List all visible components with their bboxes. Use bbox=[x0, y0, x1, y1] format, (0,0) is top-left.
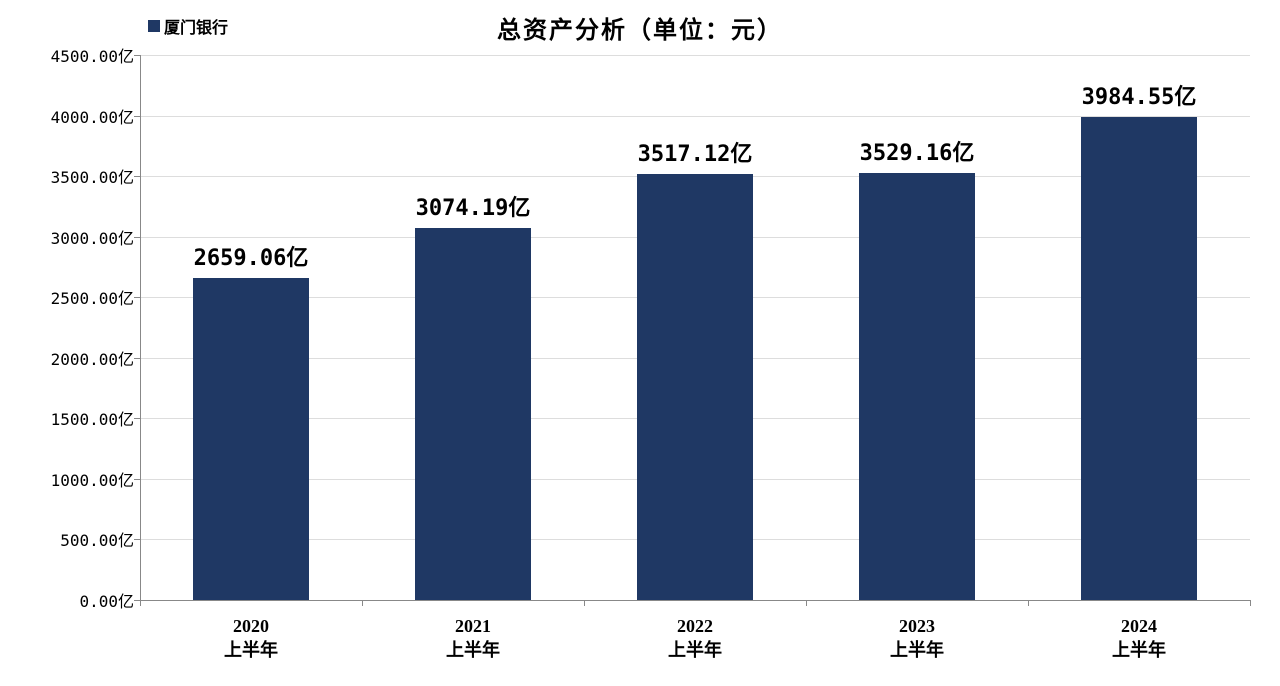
x-category-label: 2022 上半年 bbox=[668, 600, 722, 663]
bar bbox=[859, 173, 974, 600]
x-category-label: 2023 上半年 bbox=[890, 600, 944, 663]
bar-value-label: 3984.55亿 bbox=[1082, 79, 1197, 117]
x-tick-mark bbox=[1250, 600, 1251, 606]
gridline bbox=[140, 55, 1250, 56]
y-tick-label: 4500.00亿 bbox=[51, 43, 140, 67]
y-axis-line bbox=[140, 55, 141, 600]
bar-value-label: 3529.16亿 bbox=[860, 135, 975, 173]
x-tick-mark bbox=[1028, 600, 1029, 606]
y-tick-label: 2000.00亿 bbox=[51, 346, 140, 370]
y-tick-label: 3500.00亿 bbox=[51, 164, 140, 188]
x-tick-mark bbox=[806, 600, 807, 606]
legend: 厦门银行 bbox=[148, 14, 228, 38]
bar-value-label: 2659.06亿 bbox=[194, 240, 309, 278]
y-tick-label: 1500.00亿 bbox=[51, 406, 140, 430]
legend-swatch bbox=[148, 20, 160, 32]
y-tick-label: 2500.00亿 bbox=[51, 285, 140, 309]
y-tick-label: 0.00亿 bbox=[79, 588, 140, 612]
y-tick-label: 3000.00亿 bbox=[51, 225, 140, 249]
bar bbox=[415, 228, 530, 600]
bar-value-label: 3074.19亿 bbox=[416, 190, 531, 228]
x-tick-mark bbox=[140, 600, 141, 606]
bar bbox=[1081, 117, 1196, 600]
x-tick-mark bbox=[584, 600, 585, 606]
x-tick-mark bbox=[362, 600, 363, 606]
y-tick-label: 500.00亿 bbox=[60, 527, 140, 551]
plot-area: 0.00亿500.00亿1000.00亿1500.00亿2000.00亿2500… bbox=[140, 55, 1250, 600]
bar bbox=[637, 174, 752, 600]
legend-label: 厦门银行 bbox=[164, 14, 228, 38]
y-tick-label: 1000.00亿 bbox=[51, 467, 140, 491]
x-category-label: 2020 上半年 bbox=[224, 600, 278, 663]
chart-container: 总资产分析（单位：元） 厦门银行 0.00亿500.00亿1000.00亿150… bbox=[0, 0, 1280, 686]
y-tick-label: 4000.00亿 bbox=[51, 104, 140, 128]
bar bbox=[193, 278, 308, 600]
x-category-label: 2021 上半年 bbox=[446, 600, 500, 663]
bar-value-label: 3517.12亿 bbox=[638, 136, 753, 174]
x-category-label: 2024 上半年 bbox=[1112, 600, 1166, 663]
